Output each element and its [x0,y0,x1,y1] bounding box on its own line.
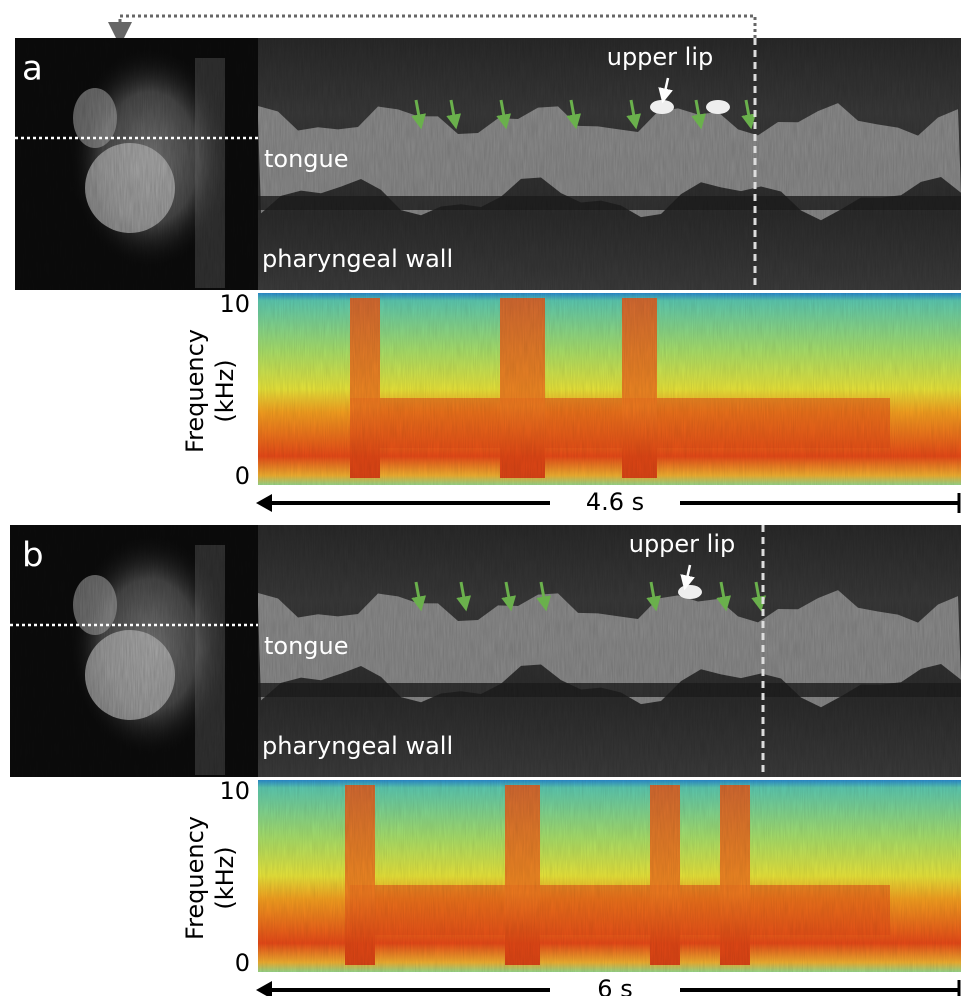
duration-label: 4.6 s [586,488,644,516]
link-arrow [120,16,755,38]
lip-spot [706,100,730,114]
y-axis-title: Frequency [181,329,209,453]
spectrogram-noise [258,293,961,485]
panel-label: a [22,49,43,89]
y-tick-label: 0 [235,462,250,490]
duration-label: 6 s [597,975,632,996]
pharyngeal-wall-label: pharyngeal wall [262,732,453,760]
figure: a upper lip tongue pharyngeal wall 10 0 Freque… [0,0,961,996]
arrow-head [256,981,272,996]
mri-noise [15,38,258,290]
y-axis-title: (kHz) [211,846,239,909]
tongue-label: tongue [264,632,349,660]
mri-noise [10,525,258,777]
y-axis-title: (kHz) [211,359,239,422]
y-tick-label: 10 [219,290,250,318]
lip-spot [678,585,702,599]
spectrogram-noise [258,780,961,972]
tongue-label: tongue [264,145,349,173]
arrow-head [256,494,272,512]
lip-spot [650,100,674,114]
upper-lip-label: upper lip [629,530,736,558]
upper-lip-label: upper lip [607,43,714,71]
y-tick-label: 0 [235,949,250,977]
panels: a upper lip tongue pharyngeal wall 10 0 Freque… [10,38,961,996]
y-axis-title: Frequency [181,816,209,940]
panel-label: b [22,536,44,576]
y-tick-label: 10 [219,777,250,805]
pharyngeal-wall-label: pharyngeal wall [262,245,453,273]
